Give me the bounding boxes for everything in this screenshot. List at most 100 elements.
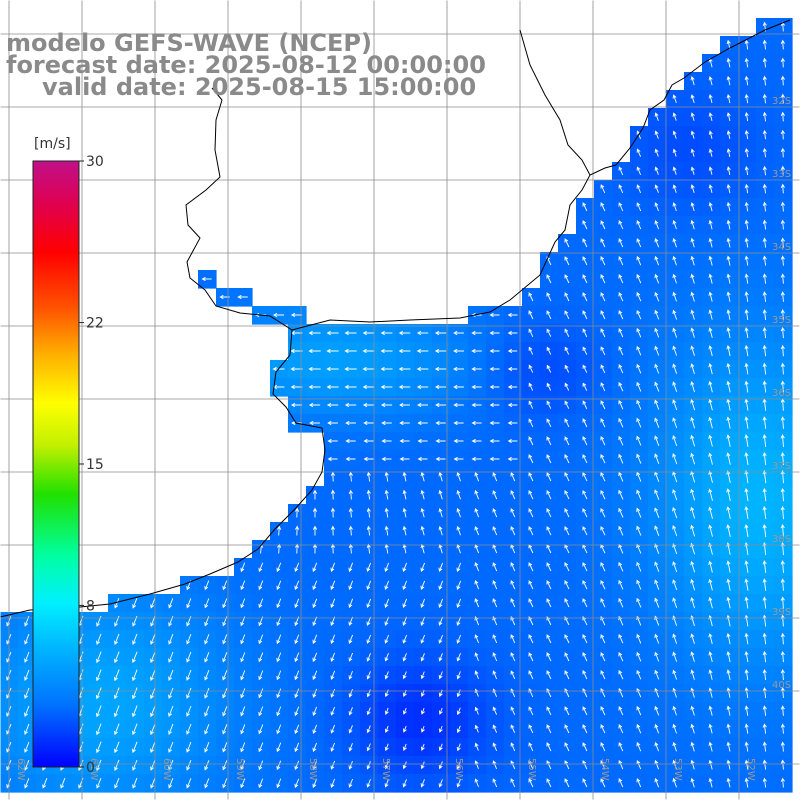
- wind-arrow: [726, 705, 731, 716]
- wind-arrow: [456, 489, 461, 500]
- wind-arrow: [416, 366, 429, 372]
- wind-arrow: [294, 598, 300, 609]
- wind-arrow: [762, 416, 767, 429]
- wind-arrow: [582, 364, 588, 373]
- wind-arrow: [708, 309, 713, 320]
- wind-arrow: [240, 688, 246, 699]
- wind-arrow: [330, 652, 336, 662]
- wind-arrow: [308, 366, 321, 372]
- wind-arrow: [294, 688, 300, 699]
- wind-arrow: [708, 705, 713, 716]
- wind-arrow: [24, 778, 30, 789]
- wind-arrow: [564, 670, 570, 680]
- wind-arrow: [348, 760, 353, 770]
- wind-arrow: [618, 778, 624, 788]
- wind-arrow: [582, 454, 588, 464]
- wind-arrow: [744, 434, 749, 447]
- wind-arrow: [150, 778, 156, 789]
- wind-arrow: [492, 742, 498, 751]
- lat-label: 36S: [772, 388, 791, 399]
- lon-label: 59W: [234, 758, 245, 781]
- wind-arrow: [672, 166, 677, 175]
- wind-arrow: [312, 562, 318, 573]
- wind-arrow: [240, 760, 246, 771]
- wind-arrow: [345, 420, 356, 426]
- colorbar-tick-label: 8: [86, 598, 95, 614]
- wind-arrow: [618, 651, 624, 662]
- wind-arrow: [384, 562, 390, 572]
- wind-arrow: [132, 741, 138, 754]
- wind-arrow: [546, 724, 552, 734]
- wind-arrow: [276, 778, 282, 789]
- wind-arrow: [150, 669, 156, 682]
- wind-arrow: [690, 488, 696, 501]
- wind-arrow: [708, 452, 713, 465]
- wind-arrow: [582, 202, 588, 212]
- wind-arrow: [114, 741, 120, 754]
- wind-arrow: [326, 366, 339, 372]
- wind-arrow: [456, 471, 461, 482]
- wind-arrow: [201, 276, 212, 282]
- wind-arrow: [132, 759, 138, 771]
- wind-arrow: [546, 562, 552, 572]
- wind-arrow: [564, 742, 570, 752]
- wind-arrow: [780, 75, 785, 86]
- wind-arrow: [690, 741, 695, 752]
- wind-arrow: [654, 741, 660, 752]
- wind-arrow: [380, 384, 393, 390]
- wind-arrow: [366, 671, 371, 680]
- wind-arrow: [507, 348, 518, 354]
- wind-arrow: [636, 327, 642, 338]
- wind-arrow: [416, 384, 429, 390]
- wind-arrow: [417, 402, 428, 408]
- wind-arrow: [294, 634, 300, 645]
- wind-arrow: [762, 75, 767, 86]
- wind-arrow: [312, 525, 318, 536]
- wind-arrow: [690, 148, 695, 157]
- wind-arrow: [489, 312, 500, 318]
- wind-arrow: [456, 761, 461, 770]
- wind-arrow: [417, 438, 428, 444]
- wind-arrow: [546, 670, 552, 680]
- wind-arrow: [150, 598, 156, 609]
- wind-arrow: [186, 687, 192, 699]
- wind-arrow: [600, 742, 606, 752]
- wind-arrow: [672, 399, 678, 411]
- wind-arrow: [474, 471, 480, 482]
- wind-arrow: [528, 742, 534, 752]
- wind-arrow: [600, 706, 606, 716]
- wind-arrow: [474, 562, 480, 572]
- wind-arrow: [366, 507, 371, 518]
- wind-arrow: [204, 778, 210, 789]
- wind-arrow: [708, 237, 713, 248]
- wind-arrow: [672, 327, 678, 338]
- wind-arrow: [726, 651, 731, 663]
- wind-arrow: [402, 761, 407, 770]
- lat-label: 39S: [772, 607, 791, 618]
- wind-arrow: [726, 57, 731, 68]
- wind-arrow: [402, 743, 407, 751]
- wind-arrow: [780, 687, 785, 698]
- wind-arrow: [330, 471, 335, 482]
- wind-arrow: [528, 598, 534, 608]
- wind-arrow: [690, 363, 695, 375]
- wind-arrow: [132, 777, 138, 789]
- wind-arrow: [150, 759, 156, 771]
- wind-arrow: [24, 705, 30, 717]
- wind-arrow: [672, 345, 678, 356]
- wind-arrow: [636, 741, 642, 752]
- wind-arrow: [726, 309, 731, 320]
- wind-arrow: [222, 598, 228, 609]
- wind-arrow: [744, 705, 749, 716]
- wind-arrow: [240, 634, 246, 645]
- lat-label: 32S: [772, 96, 791, 107]
- wind-arrow: [582, 634, 588, 644]
- wind-arrow: [453, 384, 464, 390]
- wind-arrow: [672, 435, 678, 447]
- wind-arrow: [456, 743, 461, 752]
- wind-arrow: [690, 578, 696, 591]
- wind-arrow: [222, 778, 228, 789]
- wind-arrow: [362, 348, 375, 354]
- wind-arrow: [690, 219, 695, 230]
- wind-arrow: [528, 292, 534, 302]
